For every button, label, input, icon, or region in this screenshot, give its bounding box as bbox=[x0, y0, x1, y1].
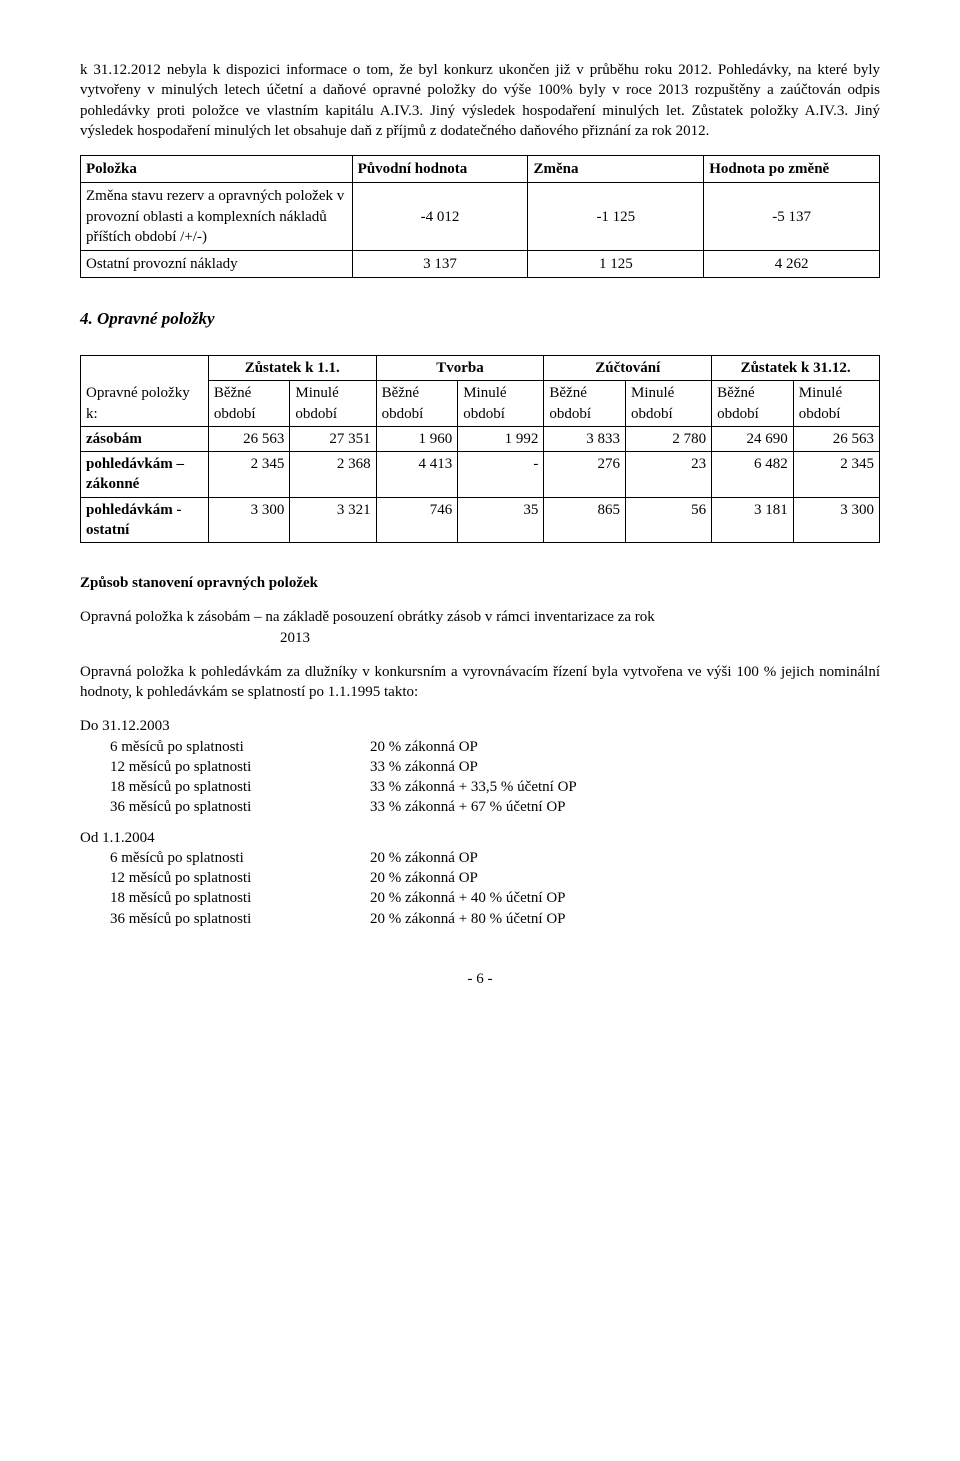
table-row: Změna stavu rezerv a opravných položek v… bbox=[81, 183, 880, 251]
page-number: - 6 - bbox=[80, 969, 880, 989]
table-row: Ostatní provozní náklady 3 137 1 125 4 2… bbox=[81, 251, 880, 278]
cell-value: 3 300 bbox=[793, 497, 879, 543]
term: 36 měsíců po splatnosti bbox=[80, 797, 370, 817]
sub-header: Běžné období bbox=[208, 381, 290, 427]
list-item: 36 měsíců po splatnosti20 % zákonná + 80… bbox=[80, 909, 880, 929]
term: 18 měsíců po splatnosti bbox=[80, 888, 370, 908]
cell-value: 23 bbox=[625, 452, 711, 498]
cell-label: Změna stavu rezerv a opravných položek v… bbox=[81, 183, 353, 251]
col-header: Změna bbox=[528, 156, 704, 183]
cell-value: -4 012 bbox=[352, 183, 528, 251]
cell-value: 865 bbox=[544, 497, 626, 543]
paragraph-sposob-1b: 2013 bbox=[80, 628, 880, 648]
sub-header: Minulé období bbox=[290, 381, 376, 427]
cell-value: 1 992 bbox=[458, 426, 544, 451]
sub-header: Minulé období bbox=[458, 381, 544, 427]
sub-header: Běžné období bbox=[376, 381, 458, 427]
list-item: 12 měsíců po splatnosti20 % zákonná OP bbox=[80, 868, 880, 888]
block1-list: 6 měsíců po splatnosti20 % zákonná OP 12… bbox=[80, 737, 880, 818]
value: 33 % zákonná OP bbox=[370, 757, 478, 777]
cell-value: 3 300 bbox=[208, 497, 290, 543]
block1-heading: Do 31.12.2003 bbox=[80, 716, 880, 736]
group-header: Zůstatek k 1.1. bbox=[208, 356, 376, 381]
group-header: Tvorba bbox=[376, 356, 544, 381]
cell-value: 3 833 bbox=[544, 426, 626, 451]
cell-value: 2 368 bbox=[290, 452, 376, 498]
sub-header: Minulé období bbox=[625, 381, 711, 427]
cell-value: 4 413 bbox=[376, 452, 458, 498]
term: 6 měsíců po splatnosti bbox=[80, 848, 370, 868]
value: 33 % zákonná + 33,5 % účetní OP bbox=[370, 777, 577, 797]
value: 20 % zákonná + 40 % účetní OP bbox=[370, 888, 566, 908]
cell-value: -1 125 bbox=[528, 183, 704, 251]
row-label: pohledávkám – zákonné bbox=[81, 452, 209, 498]
value: 20 % zákonná OP bbox=[370, 737, 478, 757]
cell-value: 26 563 bbox=[208, 426, 290, 451]
col-header: Položka bbox=[81, 156, 353, 183]
list-item: 36 měsíců po splatnosti33 % zákonná + 67… bbox=[80, 797, 880, 817]
list-item: 12 měsíců po splatnosti33 % zákonná OP bbox=[80, 757, 880, 777]
cell-label: Ostatní provozní náklady bbox=[81, 251, 353, 278]
list-item: 6 měsíců po splatnosti20 % zákonná OP bbox=[80, 848, 880, 868]
cell-value: -5 137 bbox=[704, 183, 880, 251]
block2-heading: Od 1.1.2004 bbox=[80, 828, 880, 848]
table-row: Položka Původní hodnota Změna Hodnota po… bbox=[81, 156, 880, 183]
term: 12 měsíců po splatnosti bbox=[80, 757, 370, 777]
cell-value: 746 bbox=[376, 497, 458, 543]
cell-value: 35 bbox=[458, 497, 544, 543]
list-item: 6 měsíců po splatnosti20 % zákonná OP bbox=[80, 737, 880, 757]
cell-value: 4 262 bbox=[704, 251, 880, 278]
cell-value: 6 482 bbox=[712, 452, 794, 498]
corner-header: Opravné položky k: bbox=[81, 356, 209, 427]
value: 33 % zákonná + 67 % účetní OP bbox=[370, 797, 566, 817]
table-opravne-polozky: Opravné položky k: Zůstatek k 1.1. Tvorb… bbox=[80, 355, 880, 543]
cell-value: 276 bbox=[544, 452, 626, 498]
table-row: zásobám 26 563 27 351 1 960 1 992 3 833 … bbox=[81, 426, 880, 451]
row-label: zásobám bbox=[81, 426, 209, 451]
sub-header: Běžné období bbox=[712, 381, 794, 427]
cell-value: 27 351 bbox=[290, 426, 376, 451]
list-item: 18 měsíců po splatnosti33 % zákonná + 33… bbox=[80, 777, 880, 797]
paragraph-sposob-2: Opravná položka k pohledávkám za dlužník… bbox=[80, 662, 880, 703]
row-label: pohledávkám - ostatní bbox=[81, 497, 209, 543]
sub-header: Běžné období bbox=[544, 381, 626, 427]
sub-header: Minulé období bbox=[793, 381, 879, 427]
table-row: Opravné položky k: Zůstatek k 1.1. Tvorb… bbox=[81, 356, 880, 381]
cell-value: 24 690 bbox=[712, 426, 794, 451]
heading-sposob: Způsob stanovení opravných položek bbox=[80, 573, 880, 593]
cell-value: 56 bbox=[625, 497, 711, 543]
cell-value: 2 345 bbox=[208, 452, 290, 498]
col-header: Původní hodnota bbox=[352, 156, 528, 183]
value: 20 % zákonná OP bbox=[370, 868, 478, 888]
cell-value: 1 960 bbox=[376, 426, 458, 451]
group-header: Zúčtování bbox=[544, 356, 712, 381]
block2-list: 6 měsíců po splatnosti20 % zákonná OP 12… bbox=[80, 848, 880, 929]
cell-value: 1 125 bbox=[528, 251, 704, 278]
cell-value: 3 137 bbox=[352, 251, 528, 278]
term: 36 měsíců po splatnosti bbox=[80, 909, 370, 929]
term: 12 měsíců po splatnosti bbox=[80, 868, 370, 888]
paragraph-sposob-1a: Opravná položka k zásobám – na základě p… bbox=[80, 607, 880, 627]
cell-value: 3 181 bbox=[712, 497, 794, 543]
cell-value: 26 563 bbox=[793, 426, 879, 451]
cell-value: 2 345 bbox=[793, 452, 879, 498]
table-polozka: Položka Původní hodnota Změna Hodnota po… bbox=[80, 155, 880, 278]
term: 6 měsíců po splatnosti bbox=[80, 737, 370, 757]
paragraph-intro: k 31.12.2012 nebyla k dispozici informac… bbox=[80, 60, 880, 141]
cell-value: 2 780 bbox=[625, 426, 711, 451]
list-item: 18 měsíců po splatnosti20 % zákonná + 40… bbox=[80, 888, 880, 908]
cell-value: - bbox=[458, 452, 544, 498]
table-row: pohledávkám – zákonné 2 345 2 368 4 413 … bbox=[81, 452, 880, 498]
value: 20 % zákonná + 80 % účetní OP bbox=[370, 909, 566, 929]
group-header: Zůstatek k 31.12. bbox=[712, 356, 880, 381]
cell-value: 3 321 bbox=[290, 497, 376, 543]
section-heading-4: 4. Opravné položky bbox=[80, 308, 880, 331]
value: 20 % zákonná OP bbox=[370, 848, 478, 868]
table-row: pohledávkám - ostatní 3 300 3 321 746 35… bbox=[81, 497, 880, 543]
term: 18 měsíců po splatnosti bbox=[80, 777, 370, 797]
col-header: Hodnota po změně bbox=[704, 156, 880, 183]
